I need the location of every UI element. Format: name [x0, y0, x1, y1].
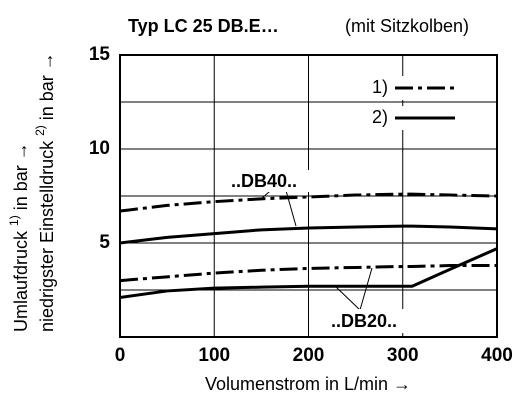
- legend-bg: [365, 76, 465, 100]
- y-tick-label: 5: [99, 232, 110, 253]
- legend-label: 1): [372, 77, 388, 97]
- line-series: [119, 192, 498, 213]
- x-tick-label: 300: [387, 345, 419, 366]
- annotation-bg: [218, 170, 310, 192]
- x-axis-label: Volumenstrom in L/min →: [205, 374, 411, 394]
- y-axis-label: Umlaufdruck 1) in bar → niedrigster Einst…: [7, 52, 57, 332]
- line-series: [119, 224, 498, 245]
- line-series: [119, 247, 498, 300]
- y-tick-label: 15: [89, 44, 111, 65]
- annotation: ..DB40..: [231, 171, 297, 191]
- y-tick-label: 10: [89, 138, 110, 159]
- label-part: 2): [33, 125, 47, 136]
- label-part: in bar →: [11, 142, 31, 215]
- y-axis-label-line: niedrigster Einstelldruck 2) in bar →: [33, 52, 57, 332]
- chart-title: Typ LC 25 DB.E…: [128, 16, 279, 36]
- label-part: 1): [7, 215, 21, 226]
- label-part: in bar →: [37, 52, 57, 125]
- x-tick-label: 0: [115, 345, 126, 366]
- x-tick-label: 200: [293, 345, 325, 366]
- line-series: [119, 264, 497, 283]
- x-tick-label: 100: [198, 345, 230, 366]
- legend-label: 2): [372, 107, 388, 127]
- label-part: niedrigster Einstelldruck: [37, 136, 57, 332]
- chart-subtitle: (mit Sitzkolben): [345, 16, 469, 36]
- label-part: Umlaufdruck: [11, 226, 31, 332]
- annotation-bg: [318, 309, 410, 333]
- y-axis-label-line: Umlaufdruck 1) in bar →: [7, 142, 31, 332]
- annotation: ..DB20..: [331, 311, 397, 331]
- x-tick-label: 400: [481, 345, 513, 366]
